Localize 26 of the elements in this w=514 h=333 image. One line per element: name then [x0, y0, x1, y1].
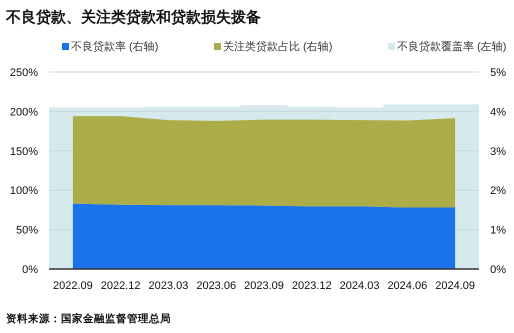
y-tick-label: 250%	[10, 67, 38, 79]
y-tick-label: 200%	[10, 106, 38, 118]
x-tick-label: 2023.09	[244, 280, 284, 292]
y2-tick-label: 0%	[490, 264, 506, 276]
x-tick-label: 2024.09	[435, 280, 475, 292]
x-tick-label: 2022.09	[53, 280, 93, 292]
x-tick-label: 2022.12	[100, 280, 141, 292]
x-tick-label: 2024.03	[340, 280, 380, 292]
y2-tick-label: 4%	[490, 106, 506, 118]
x-tick-label: 2024.06	[387, 280, 428, 292]
chart-title: 不良贷款、关注类贷款和贷款损失拨备	[5, 8, 261, 26]
y-tick-label: 0%	[22, 264, 38, 276]
y-tick-label: 50%	[16, 224, 38, 237]
y2-tick-label: 5%	[490, 67, 506, 79]
legend-label: 不良贷款率 (右轴)	[71, 40, 158, 53]
legend-label: 关注类贷款占比 (右轴)	[223, 40, 332, 53]
x-tick-label: 2023.03	[148, 280, 188, 292]
x-tick-label: 2023.06	[196, 280, 236, 292]
y-tick-label: 100%	[10, 185, 38, 198]
y2-tick-label: 2%	[490, 185, 506, 198]
x-tick-label: 2023.12	[292, 280, 332, 292]
legend-label: 不良贷款覆盖率 (左轴)	[397, 40, 506, 53]
text: 资料来源：国家金融监督管理总局	[6, 312, 171, 325]
y2-tick-label: 1%	[490, 224, 506, 237]
y-tick-label: 150%	[10, 146, 38, 158]
y2-tick-label: 3%	[490, 146, 506, 158]
